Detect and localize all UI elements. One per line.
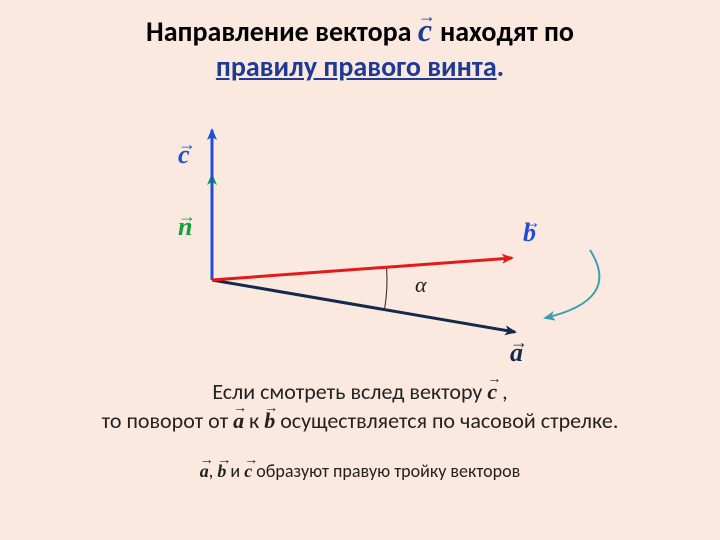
title-vector-c: →c: [418, 12, 440, 48]
body-line2c: осуществляется по часовой стрелке.: [275, 407, 618, 434]
arrow-icon: →: [200, 453, 214, 469]
label-vector-c: →c: [178, 140, 190, 170]
body-line2b: к: [244, 407, 264, 434]
arrow-over-n-icon: →: [178, 206, 196, 227]
body-vec-a: →a: [233, 408, 244, 433]
title-post: находят по: [440, 14, 574, 49]
arrow-over-c-icon: →: [178, 134, 196, 155]
triple-vec-b: →b: [217, 461, 226, 481]
arrow-icon: →: [487, 371, 501, 389]
arrow-over-a-icon: →: [510, 332, 528, 353]
arrow-icon: →: [217, 453, 231, 469]
slide-title: Направление вектора →c находят по правил…: [0, 0, 720, 84]
triple-vec-a: →a: [200, 461, 209, 481]
title-vector-c-arrow: →: [418, 6, 436, 27]
body-line1a: Если смотреть вслед вектору: [212, 378, 487, 405]
label-alpha: α: [415, 272, 427, 298]
title-line-1: Направление вектора →c находят по: [0, 12, 720, 49]
arrow-icon: →: [233, 400, 247, 418]
title-line-2: правилу правого винта.: [0, 49, 720, 84]
label-vector-n: →n: [178, 212, 192, 242]
vector-diagram: [0, 100, 720, 360]
body-vec-c: →c: [487, 379, 497, 404]
title-underlined: правилу правого винта: [216, 49, 497, 84]
title-pre: Направление вектора: [146, 14, 411, 49]
arrow-icon: →: [264, 400, 278, 418]
body-line2a: то поворот от: [102, 407, 233, 434]
arrow-over-b-icon: →: [523, 212, 541, 233]
label-vector-b: →b: [523, 218, 536, 248]
triple-text: →a, →b и →c образуют правую тройку векто…: [0, 460, 720, 482]
title-period: .: [497, 49, 504, 84]
body-text: Если смотреть вслед вектору →c , то пово…: [0, 378, 720, 435]
label-vector-a: →a: [510, 338, 523, 368]
arrow-icon: →: [244, 453, 258, 469]
triple-vec-c: →c: [244, 461, 252, 481]
body-vec-b: →b: [264, 408, 275, 433]
